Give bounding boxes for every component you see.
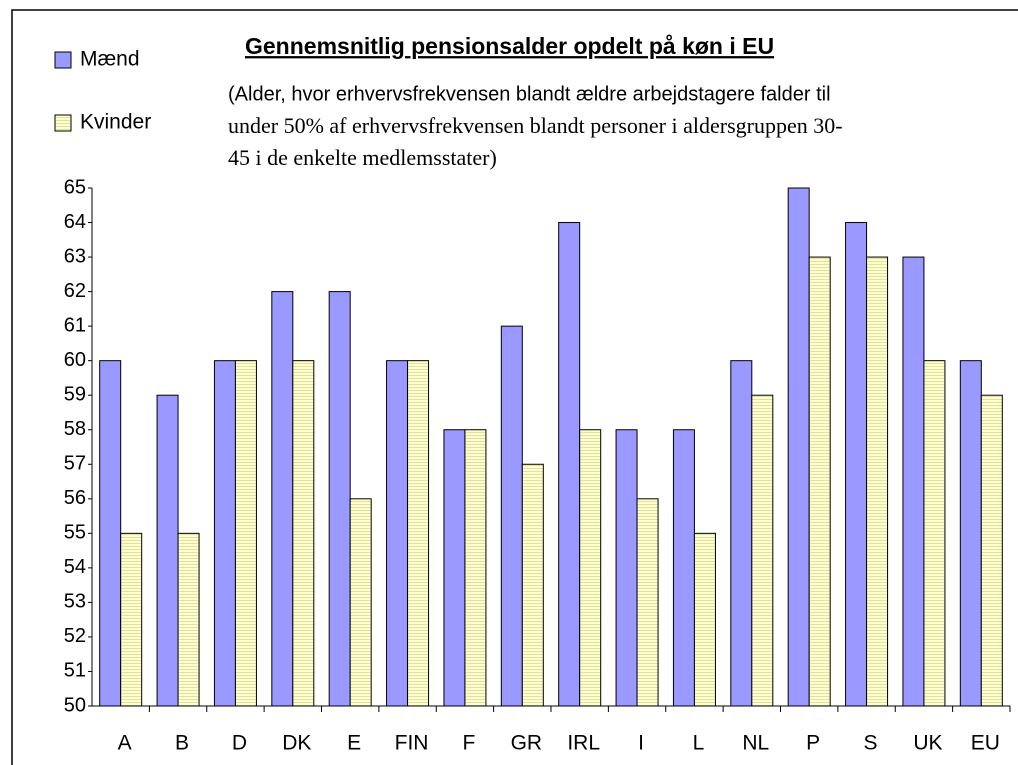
- chart-title: Gennemsnitlig pensionsalder opdelt på kø…: [245, 33, 774, 59]
- bar: [292, 360, 315, 707]
- bar: [902, 256, 925, 707]
- frame: [11, 9, 1018, 765]
- bar: [213, 360, 236, 707]
- bar: [980, 394, 1003, 707]
- bar: [808, 256, 831, 707]
- subtitle: under 50% af erhvervsfrekvensen blandt p…: [228, 113, 843, 138]
- x-tick-label: NL: [742, 732, 769, 755]
- y-tick-label: 62: [64, 280, 86, 302]
- y-tick-label: 59: [64, 383, 86, 405]
- bar: [120, 532, 143, 707]
- y-tick-label: 54: [64, 556, 86, 578]
- y-tick-label: 61: [64, 314, 86, 336]
- bar: [730, 360, 753, 707]
- bar: [558, 222, 581, 707]
- bar: [99, 360, 122, 707]
- x-tick-label: EU: [971, 732, 1000, 755]
- y-tick-label: 63: [64, 245, 86, 267]
- bar: [234, 360, 257, 707]
- bar: [328, 291, 351, 707]
- x-tick-label: A: [118, 732, 132, 755]
- bar: [672, 429, 695, 707]
- x-tick-label: S: [864, 732, 878, 755]
- bar: [636, 498, 659, 707]
- y-tick-label: 51: [64, 660, 86, 682]
- y-tick-label: 55: [64, 522, 86, 544]
- y-tick-label: 65: [64, 176, 86, 198]
- bar: [349, 498, 372, 707]
- y-tick-label: 53: [64, 591, 86, 613]
- x-tick-label: UK: [913, 732, 942, 755]
- y-tick-label: 52: [64, 625, 86, 647]
- y-tick-label: 60: [64, 349, 86, 371]
- bar: [923, 360, 946, 707]
- legend-label: Mænd: [80, 48, 140, 71]
- legend-label: Kvinder: [80, 111, 151, 134]
- x-tick-label: I: [638, 732, 644, 755]
- bar: [443, 429, 466, 707]
- bar: [615, 429, 638, 707]
- x-tick-label: D: [232, 732, 247, 755]
- x-tick-label: DK: [282, 732, 311, 755]
- x-tick-label: B: [175, 732, 189, 755]
- bar: [693, 532, 716, 707]
- bar: [464, 429, 487, 707]
- bar: [787, 187, 810, 707]
- y-tick-label: 56: [64, 487, 86, 509]
- bar: [500, 325, 523, 707]
- legend-swatch: [54, 114, 72, 132]
- y-tick-label: 50: [64, 694, 86, 716]
- subtitle: 45 i de enkelte medlemsstater): [228, 145, 497, 170]
- bar: [521, 463, 544, 707]
- x-tick-label: GR: [511, 732, 543, 755]
- bar: [156, 394, 179, 707]
- subtitle: (Alder, hvor erhvervsfrekvensen blandt æ…: [228, 83, 831, 105]
- x-tick-label: IRL: [567, 732, 600, 755]
- bar: [177, 532, 200, 707]
- bar: [579, 429, 602, 707]
- x-tick-label: P: [806, 732, 820, 755]
- bar: [845, 222, 868, 707]
- y-tick-label: 58: [64, 418, 86, 440]
- x-tick-label: L: [693, 732, 705, 755]
- bar: [751, 394, 774, 707]
- x-tick-label: FIN: [395, 732, 429, 755]
- y-tick-label: 57: [64, 453, 86, 475]
- bar: [866, 256, 889, 707]
- legend-swatch: [54, 51, 72, 69]
- bar: [386, 360, 409, 707]
- x-tick-label: E: [347, 732, 361, 755]
- bar: [959, 360, 982, 707]
- x-tick-label: F: [463, 732, 476, 755]
- bar: [407, 360, 430, 707]
- bar: [271, 291, 294, 707]
- y-tick-label: 64: [64, 211, 86, 233]
